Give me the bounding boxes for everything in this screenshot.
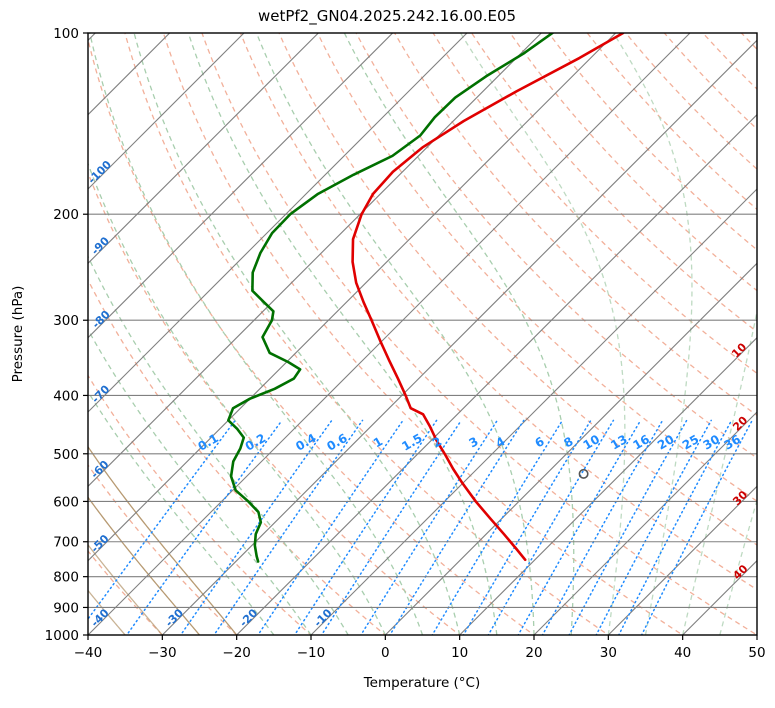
- isotherm-lines: [88, 33, 757, 635]
- x-tick-label: 40: [674, 645, 691, 661]
- y-tick-label: 1000: [45, 628, 79, 644]
- x-tick-label: −20: [222, 645, 251, 661]
- x-tick-label: −40: [74, 645, 103, 661]
- plot-background-grid: [88, 33, 757, 635]
- x-tick-label: −10: [297, 645, 326, 661]
- x-tick-label: 0: [381, 645, 390, 661]
- y-tick-label: 600: [53, 494, 79, 510]
- y-axis-label: Pressure (hPa): [10, 286, 26, 383]
- x-tick-label: 50: [748, 645, 765, 661]
- sounding-profiles: [227, 33, 625, 563]
- x-tick-label: −30: [148, 645, 177, 661]
- y-tick-label: 500: [53, 447, 79, 463]
- plot-frame: [87, 32, 758, 636]
- y-axis: 100 200 300 400 500 600 700 800 900 1000: [45, 26, 88, 644]
- y-tick-label: 400: [53, 388, 79, 404]
- mixing-ratio-lines: [88, 419, 753, 635]
- x-axis: −40 −30 −20 −10 0 10 20 30 40 50: [74, 635, 766, 661]
- y-tick-label: 700: [53, 535, 79, 551]
- x-tick-label: 10: [451, 645, 468, 661]
- y-tick-label: 800: [53, 570, 79, 586]
- y-tick-label: 900: [53, 600, 79, 616]
- x-axis-label: Temperature (°C): [363, 675, 481, 691]
- page-title: wetPf2_GN04.2025.242.16.00.E05: [258, 7, 516, 26]
- y-tick-label: 100: [53, 26, 79, 42]
- y-tick-label: 300: [53, 313, 79, 329]
- x-tick-label: 20: [525, 645, 542, 661]
- y-tick-label: 200: [53, 207, 79, 223]
- x-tick-label: 30: [600, 645, 617, 661]
